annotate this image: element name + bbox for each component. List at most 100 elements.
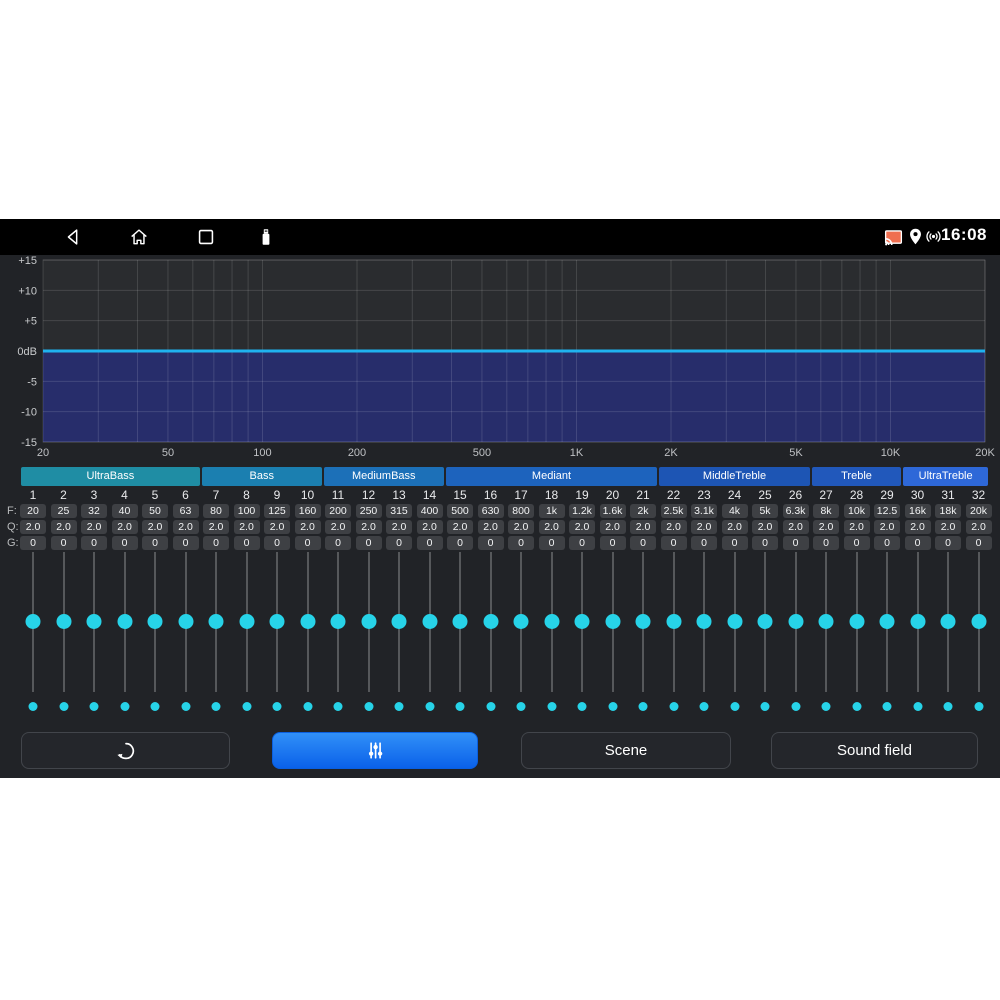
head-unit-screen: 16:08 +15 +10 +5 0dB -5 -10 -15 20 50 100 200 500 1K… <box>0 219 1000 778</box>
slider-knob[interactable] <box>971 614 986 629</box>
gain-value-chip: 0 <box>386 536 412 550</box>
slider-dot <box>943 702 953 711</box>
freq-value-chip: 80 <box>203 504 229 518</box>
clock: 16:08 <box>941 225 987 244</box>
eq-channel-22: 22 2.5k 2.0 0 <box>658 486 689 718</box>
usb-icon <box>262 229 270 245</box>
freq-value-chip: 125 <box>264 504 290 518</box>
slider-knob[interactable] <box>147 614 163 629</box>
slider-knob[interactable] <box>56 614 71 629</box>
q-value-chip: 2.0 <box>599 520 626 534</box>
slider-knob[interactable] <box>330 614 346 629</box>
band-group-row: UltraBass Bass MediumBass Mediant MiddleTreb… <box>0 467 1000 486</box>
gain-value-chip: 0 <box>874 536 900 550</box>
channel-number: 8 <box>243 488 250 502</box>
channel-number: 25 <box>758 488 772 502</box>
slider-dot <box>455 702 465 711</box>
gain-value-chip: 0 <box>721 536 748 550</box>
band-group-middletreble: MiddleTreble <box>659 467 810 486</box>
slider-dot <box>821 702 831 711</box>
slider-knob[interactable] <box>605 614 620 629</box>
q-value-chip: 2.0 <box>111 520 138 534</box>
hotspot-icon <box>926 231 941 242</box>
q-value-chip: 2.0 <box>416 520 443 534</box>
slider-dot <box>699 702 709 711</box>
slider-knob[interactable] <box>300 614 315 629</box>
channel-number: 31 <box>941 488 955 502</box>
slider-knob[interactable] <box>25 614 41 629</box>
equalizer-sliders-icon <box>368 742 382 759</box>
sound-field-button[interactable]: Sound field <box>771 732 978 769</box>
slider-dot <box>974 702 983 711</box>
q-value-chip: 2.0 <box>447 520 473 534</box>
slider-dot <box>59 702 68 711</box>
slider-knob[interactable] <box>910 614 925 629</box>
q-value-chip: 2.0 <box>904 520 931 534</box>
channel-number: 14 <box>422 488 437 502</box>
slider-knob[interactable] <box>544 614 559 629</box>
slider-knob[interactable] <box>422 614 437 629</box>
eq-channel-31: 31 18k 2.0 0 <box>933 486 964 718</box>
freq-value-chip: 630 <box>477 504 504 518</box>
gain-value-chip: 0 <box>599 536 626 550</box>
gain-value-chip: 0 <box>81 536 107 550</box>
svg-text:-15: -15 <box>21 437 37 449</box>
freq-value-chip: 2.5k <box>660 504 687 518</box>
slider-knob[interactable] <box>879 614 895 629</box>
eq-channel-24: 24 4k 2.0 0 <box>719 486 750 718</box>
slider-dot <box>364 702 373 711</box>
freq-value-chip: 3.1k <box>691 504 717 518</box>
channel-number: 17 <box>514 488 528 502</box>
slider-knob[interactable] <box>483 614 498 629</box>
reset-button[interactable] <box>21 732 230 769</box>
slider-knob[interactable] <box>635 614 651 629</box>
slider-knob[interactable] <box>452 614 468 629</box>
screen-cast-icon <box>884 230 903 246</box>
slider-knob[interactable] <box>666 614 681 629</box>
slider-knob[interactable] <box>788 614 803 629</box>
svg-text:-10: -10 <box>21 407 37 419</box>
slider-knob[interactable] <box>757 614 773 629</box>
q-value-chip: 2.0 <box>660 520 687 534</box>
home-icon[interactable] <box>128 226 150 248</box>
eq-channel-4: 4 40 2.0 0 <box>109 486 140 718</box>
eq-channel-25: 25 5k 2.0 0 <box>750 486 781 718</box>
freq-value-chip: 32 <box>81 504 107 518</box>
eq-channel-14: 14 400 2.0 0 <box>414 486 445 718</box>
slider-knob[interactable] <box>513 614 529 629</box>
slider-knob[interactable] <box>117 614 132 629</box>
scene-button[interactable]: Scene <box>521 732 731 769</box>
eq-channel-28: 28 10k 2.0 0 <box>841 486 872 718</box>
channel-number: 4 <box>121 488 128 502</box>
slider-knob[interactable] <box>849 614 864 629</box>
slider-knob[interactable] <box>940 614 956 629</box>
slider-knob[interactable] <box>208 614 224 629</box>
location-icon <box>910 228 921 245</box>
slider-knob[interactable] <box>239 614 254 629</box>
sound-field-button-label: Sound field <box>836 742 913 759</box>
slider-knob[interactable] <box>86 614 102 629</box>
slider-knob[interactable] <box>178 614 193 629</box>
equalizer-button[interactable] <box>272 732 478 769</box>
slider-dot <box>303 702 312 711</box>
eq-channel-21: 21 2k 2.0 0 <box>628 486 659 718</box>
q-value-chip: 2.0 <box>935 520 961 534</box>
slider-dot <box>669 702 678 711</box>
slider-knob[interactable] <box>818 614 834 629</box>
slider-knob[interactable] <box>269 614 285 629</box>
eq-channel-29: 29 12.5 2.0 0 <box>872 486 903 718</box>
recents-icon[interactable] <box>195 226 217 248</box>
slider-knob[interactable] <box>696 614 712 629</box>
slider-knob[interactable] <box>574 614 590 629</box>
back-icon[interactable] <box>62 226 84 248</box>
gain-value-chip: 0 <box>50 536 77 550</box>
svg-text:-5: -5 <box>27 376 37 388</box>
slider-dot <box>608 702 617 711</box>
slider-knob[interactable] <box>361 614 376 629</box>
band-group-treble: Treble <box>811 467 902 486</box>
slider-knob[interactable] <box>727 614 742 629</box>
channel-number: 10 <box>300 488 315 502</box>
freq-value-chip: 1k <box>538 504 565 518</box>
gain-value-chip: 0 <box>355 536 382 550</box>
slider-knob[interactable] <box>391 614 407 629</box>
